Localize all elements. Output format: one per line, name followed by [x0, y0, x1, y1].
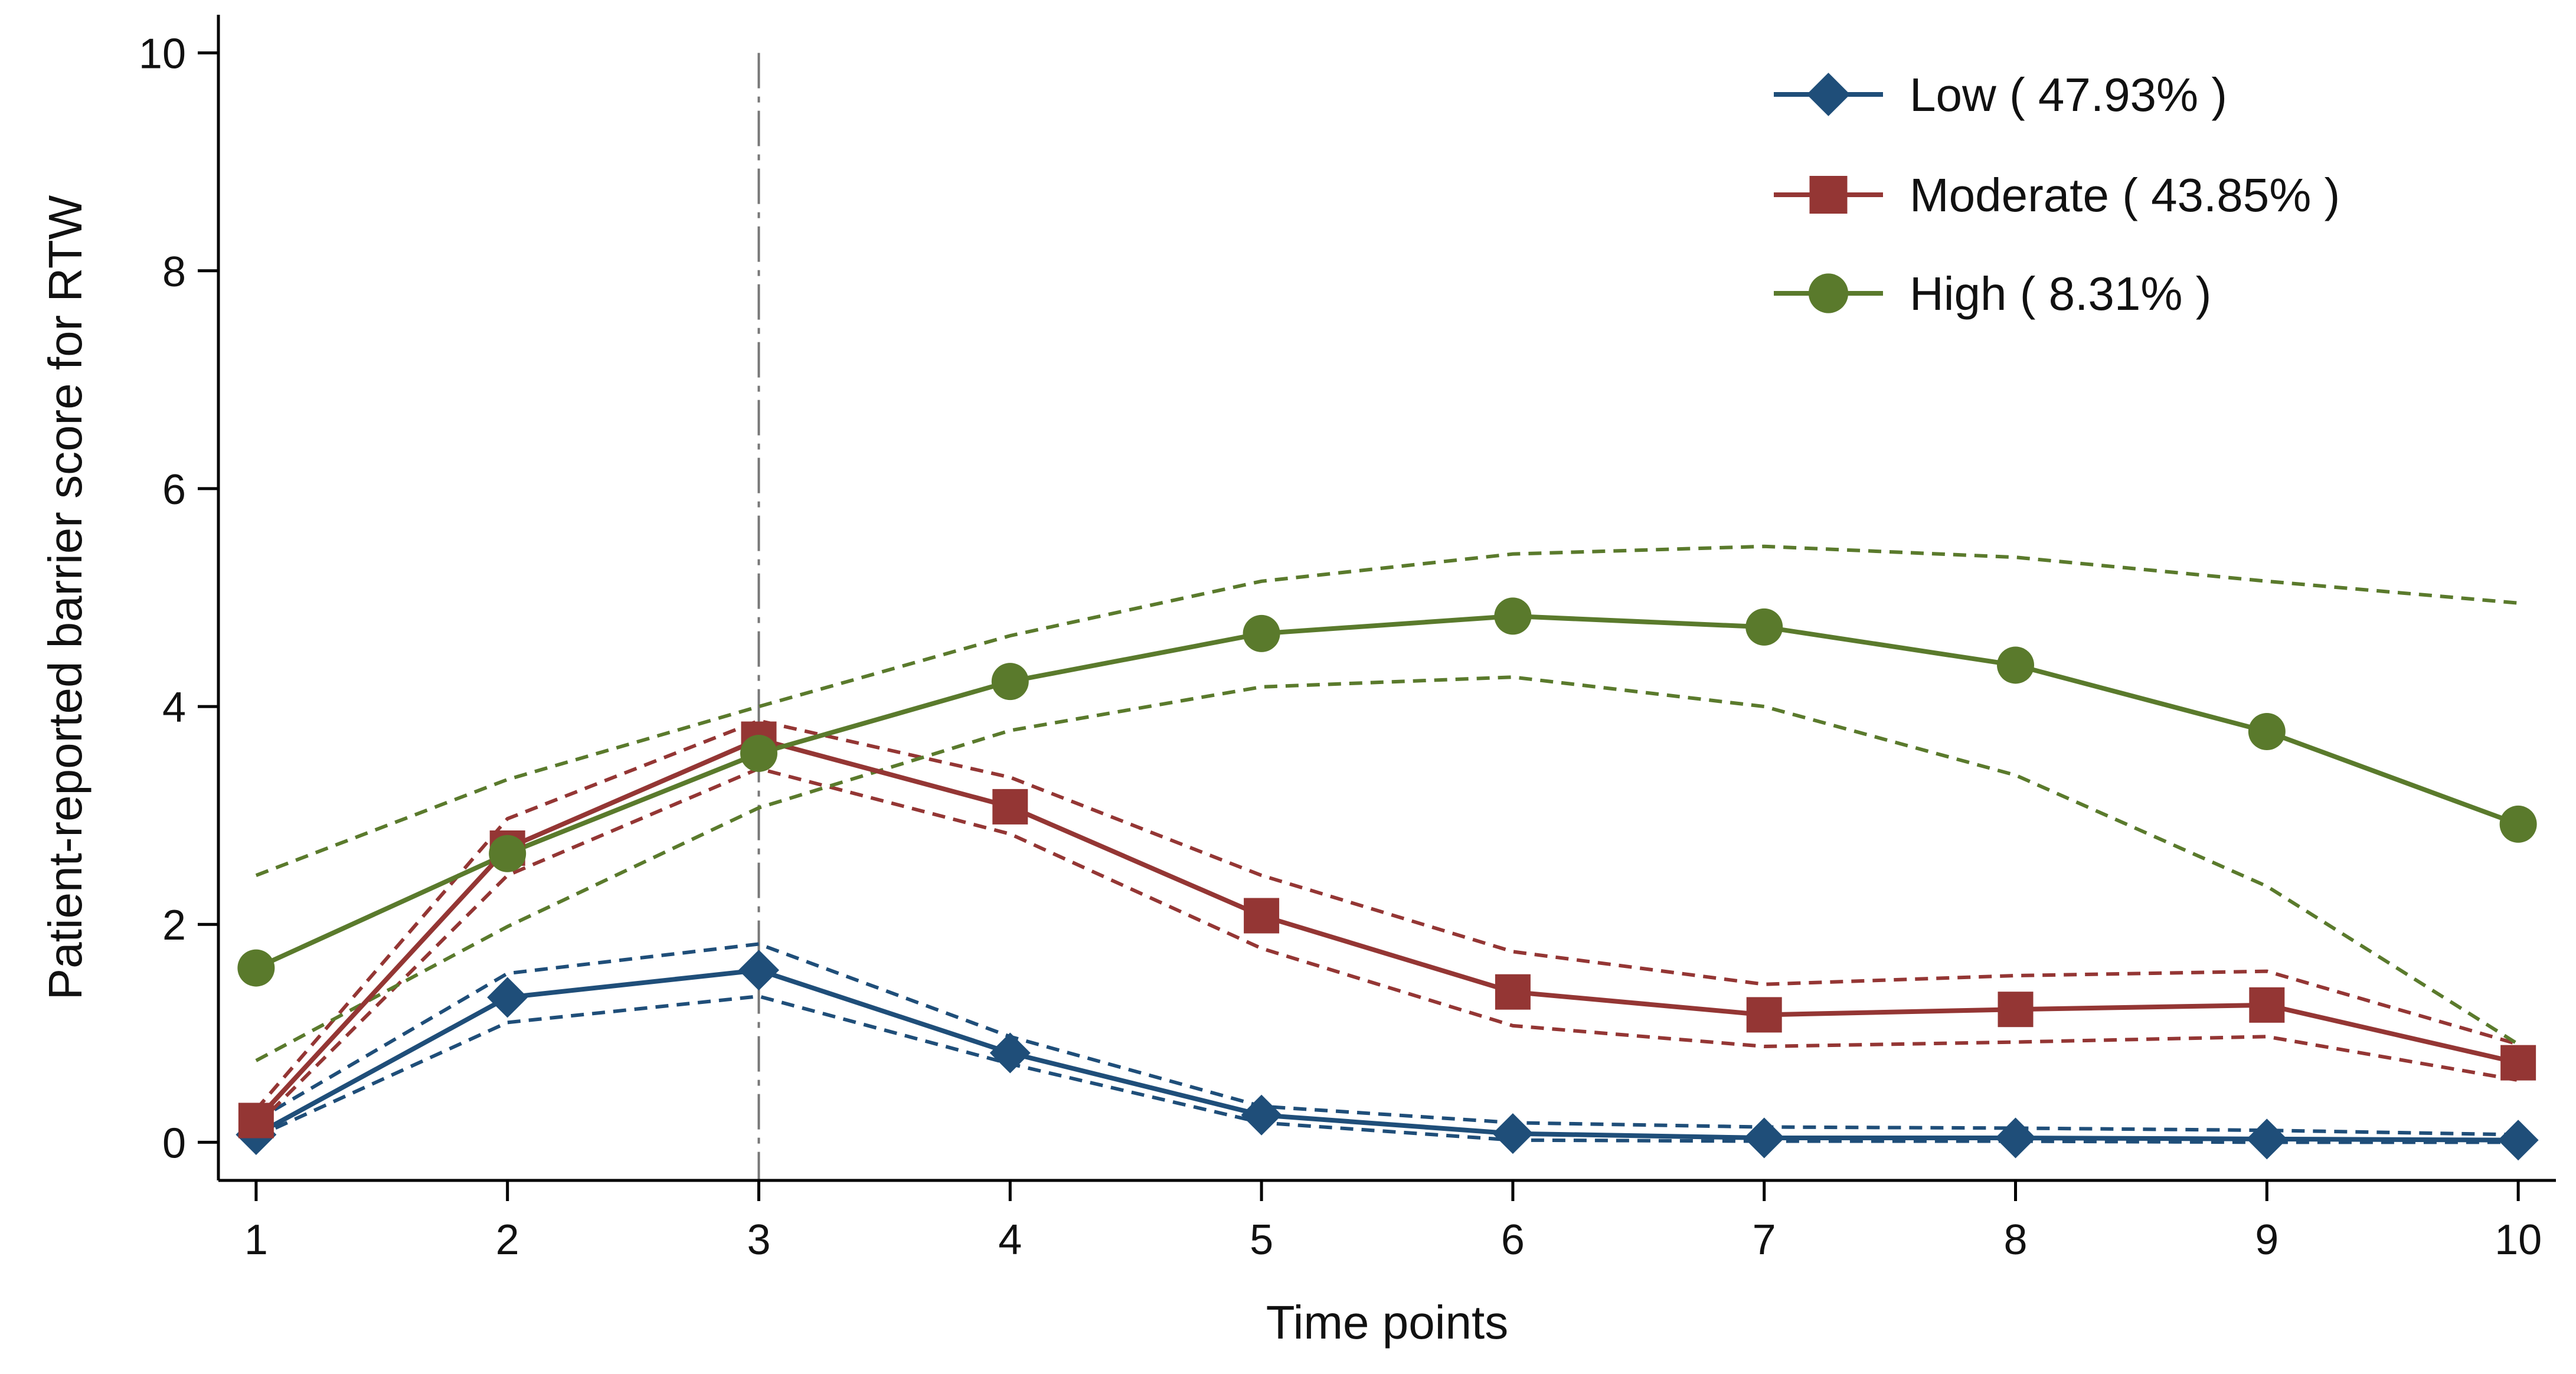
x-tick-label: 5 — [1250, 1216, 1273, 1264]
series-line — [254, 967, 2519, 1143]
legend-marker — [1808, 273, 1849, 313]
data-point — [738, 950, 779, 991]
legend-label: High ( 8.31% ) — [1910, 267, 2211, 320]
x-tick-label: 7 — [1753, 1216, 1776, 1264]
data-point — [1243, 614, 1280, 652]
legend: Low ( 47.93% ) Moderate ( 43.85% ) High ( … — [1774, 68, 2340, 320]
x-tick-label: 9 — [2255, 1216, 2278, 1264]
y-tick-label: 0 — [162, 1120, 186, 1167]
x-tick-label: 8 — [2003, 1216, 2027, 1264]
series-ci-upper-line — [255, 942, 2519, 1137]
series-ci-upper-line — [255, 544, 2519, 877]
data-point — [1492, 1113, 1534, 1154]
axes — [217, 15, 2556, 1182]
data-point — [1494, 597, 1532, 635]
data-point — [740, 734, 777, 772]
series-line — [255, 613, 2519, 970]
data-point — [2248, 713, 2286, 751]
data-point — [991, 663, 1029, 701]
x-tick-label: 2 — [496, 1216, 519, 1264]
x-axis-title: Time points — [1266, 1296, 1509, 1349]
data-point — [1495, 974, 1531, 1010]
data-point — [992, 789, 1028, 825]
data-point — [1997, 646, 2035, 684]
data-point — [1998, 992, 2034, 1028]
y-tick-label: 4 — [162, 684, 186, 731]
series-line — [254, 737, 2519, 1123]
data-point — [2500, 1045, 2536, 1081]
data-point — [1995, 1117, 2036, 1159]
y-axis-title: Patient-reported barrier score for RTW — [39, 195, 91, 1000]
data-point — [1745, 608, 1783, 646]
series-ci-lower-line — [255, 994, 2519, 1144]
data-point — [2499, 805, 2537, 843]
data-point — [487, 977, 528, 1018]
data-point — [1241, 1094, 1282, 1136]
data-point — [2497, 1120, 2539, 1161]
x-tick-label: 1 — [244, 1216, 268, 1264]
y-tick-label: 2 — [162, 902, 186, 949]
series-ci-upper-line — [254, 718, 2519, 1111]
data-point — [1746, 997, 1782, 1033]
data-point — [238, 1103, 274, 1139]
y-tick-label: 8 — [162, 248, 186, 296]
data-point — [2249, 987, 2285, 1023]
data-point — [489, 835, 527, 872]
x-tick-label: 10 — [2495, 1216, 2542, 1264]
data-point — [989, 1032, 1031, 1074]
data-point — [1244, 898, 1280, 934]
y-tick-label: 10 — [139, 31, 186, 78]
y-tick-label: 6 — [162, 466, 186, 513]
series-ci-lower-line — [255, 675, 2519, 1062]
legend-marker — [1806, 73, 1851, 116]
legend-label: Low ( 47.93% ) — [1910, 68, 2227, 121]
legend-label: Moderate ( 43.85% ) — [1910, 169, 2340, 221]
x-tick-label: 6 — [1501, 1216, 1525, 1264]
series-ci-lower-line — [254, 767, 2519, 1127]
x-tick-label: 4 — [998, 1216, 1022, 1264]
legend-marker — [1809, 176, 1848, 214]
data-point — [2246, 1118, 2287, 1160]
x-tick-label: 3 — [747, 1216, 770, 1264]
data-point — [237, 949, 275, 987]
data-point — [1744, 1117, 1785, 1159]
